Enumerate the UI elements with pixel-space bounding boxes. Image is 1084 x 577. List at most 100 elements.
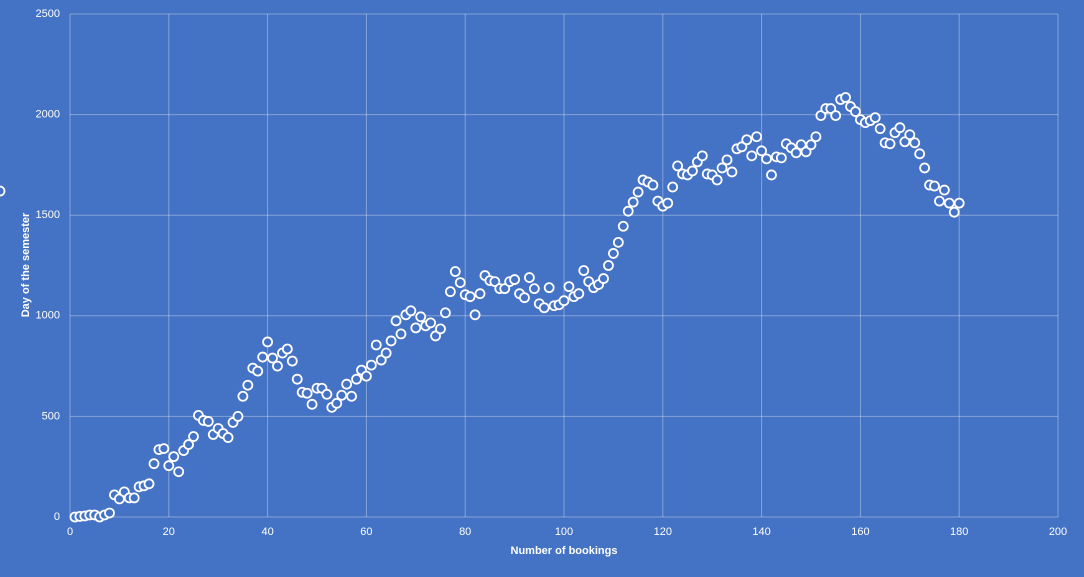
x-axis-title: Number of bookings: [511, 545, 618, 557]
point: [884, 138, 896, 150]
point: [647, 179, 659, 191]
point: [232, 410, 244, 422]
point: [736, 141, 748, 153]
x-tick-label: 160: [851, 526, 869, 538]
point: [158, 443, 170, 454]
point: [509, 274, 520, 285]
point: [449, 266, 461, 277]
point: [909, 137, 921, 149]
x-tick-label: 100: [555, 526, 573, 538]
point: [390, 315, 402, 327]
point: [603, 260, 614, 271]
x-tick-label: 140: [752, 526, 770, 538]
point: [395, 328, 407, 340]
point: [104, 507, 115, 519]
point: [938, 184, 950, 196]
point: [202, 416, 214, 427]
x-tick-label: 180: [950, 526, 968, 538]
point: [281, 343, 293, 355]
point: [410, 322, 422, 334]
point: [425, 317, 437, 329]
x-tick-label: 20: [163, 526, 175, 538]
point: [948, 206, 960, 218]
point: [430, 330, 441, 342]
point: [351, 373, 362, 385]
point: [341, 378, 353, 390]
point: [346, 390, 357, 402]
point: [183, 439, 194, 450]
point: [696, 150, 708, 162]
point: [360, 370, 372, 382]
point: [934, 195, 945, 207]
point: [687, 165, 698, 177]
point: [454, 277, 466, 289]
point: [612, 236, 624, 248]
point: [598, 273, 609, 284]
point: [622, 205, 634, 217]
point: [726, 166, 738, 178]
point: [741, 134, 753, 146]
y-tick-label: 1500: [36, 209, 60, 221]
point: [405, 305, 417, 317]
point: [608, 248, 619, 259]
point: [370, 339, 382, 351]
point: [444, 286, 456, 298]
x-tick-label: 120: [654, 526, 672, 538]
point: [242, 379, 254, 391]
point: [825, 103, 837, 114]
point: [746, 150, 758, 162]
point: [632, 186, 644, 198]
x-tick-label: 80: [459, 526, 471, 538]
y-tick-label: 2500: [36, 8, 60, 20]
point: [840, 92, 851, 103]
point: [519, 292, 530, 304]
x-tick-label: 40: [261, 526, 273, 538]
point: [761, 153, 772, 165]
point: [262, 336, 274, 348]
point: [662, 197, 674, 209]
point: [830, 110, 842, 122]
point: [874, 123, 886, 135]
point: [914, 148, 926, 160]
point: [272, 360, 283, 372]
y-tick-label: 0: [54, 511, 60, 523]
point: [711, 174, 723, 186]
point: [257, 351, 269, 363]
point: [222, 432, 234, 443]
point: [716, 162, 728, 174]
point: [815, 110, 827, 122]
point: [440, 307, 451, 319]
point: [301, 387, 313, 399]
point: [953, 197, 965, 209]
point: [751, 131, 763, 143]
point: [128, 492, 140, 504]
y-tick-label: 500: [42, 410, 60, 422]
point: [469, 309, 481, 321]
point: [578, 265, 590, 276]
point: [474, 288, 486, 300]
point: [375, 354, 387, 366]
point: [538, 302, 550, 314]
point: [524, 272, 535, 283]
y-tick-label: 2000: [36, 109, 60, 121]
point: [899, 136, 911, 148]
point: [563, 281, 575, 293]
point: [766, 169, 777, 181]
point: [800, 146, 812, 158]
point: [237, 390, 249, 402]
point: [385, 335, 397, 347]
point: [267, 352, 278, 364]
y-tick-label: 1000: [36, 310, 60, 322]
point: [148, 458, 160, 470]
point: [617, 220, 629, 232]
point: [756, 145, 767, 157]
point: [904, 129, 916, 141]
point: [306, 398, 318, 410]
point: [415, 311, 427, 323]
point: [721, 154, 733, 166]
point: [489, 276, 501, 287]
point: [929, 180, 940, 192]
point: [805, 139, 817, 151]
